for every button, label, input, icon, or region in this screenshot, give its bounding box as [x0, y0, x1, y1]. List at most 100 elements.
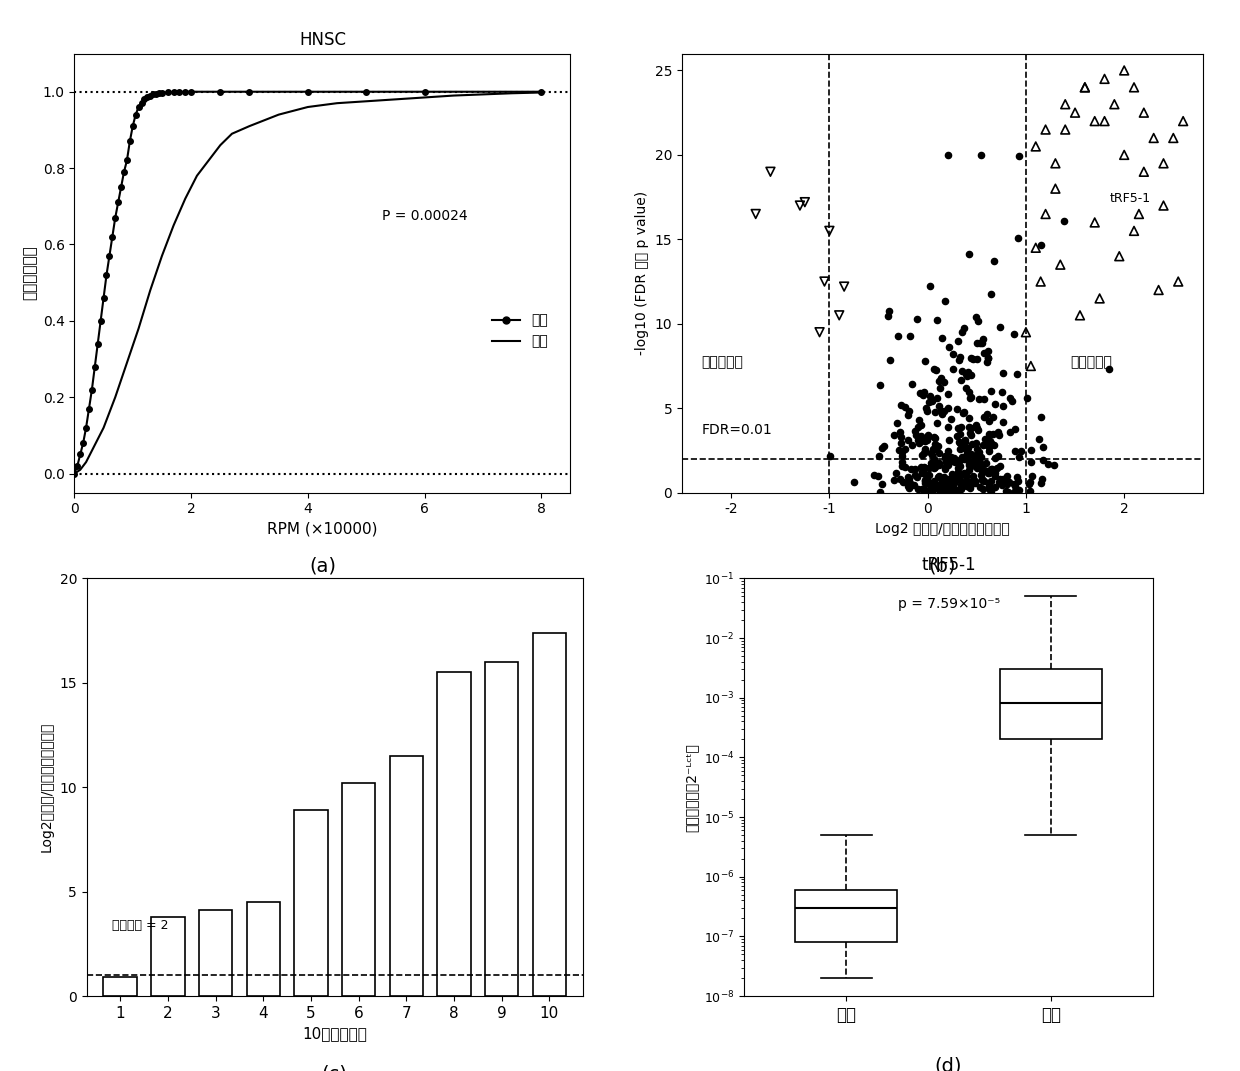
Point [939, 399, 959, 417]
Point [930, 379, 950, 396]
Point [926, 362, 946, 379]
Point [982, 461, 1002, 478]
Point [914, 386, 934, 403]
Point [980, 425, 999, 442]
Point [909, 434, 929, 451]
Point [1004, 483, 1024, 500]
Point [868, 467, 888, 484]
Point [899, 479, 919, 496]
Point [926, 414, 946, 432]
Point [988, 448, 1008, 465]
Point [795, 194, 815, 211]
Point [1070, 306, 1090, 323]
Point [913, 464, 932, 481]
Point [892, 428, 911, 446]
Point [976, 431, 996, 448]
Point [939, 432, 959, 449]
Point [959, 245, 978, 262]
Point [977, 463, 997, 480]
Text: 肿瘤中上升: 肿瘤中上升 [1070, 355, 1112, 369]
Point [957, 477, 977, 494]
Point [950, 452, 970, 469]
Point [961, 476, 981, 493]
Point [920, 444, 940, 462]
X-axis label: 10个成对样本: 10个成对样本 [303, 1026, 367, 1041]
Point [1022, 441, 1042, 458]
Point [900, 328, 920, 345]
Point [972, 471, 992, 488]
Point [951, 371, 971, 388]
Point [898, 432, 918, 449]
Point [879, 302, 899, 319]
Point [880, 351, 900, 368]
Point [971, 334, 991, 351]
Point [936, 453, 956, 470]
Point [949, 351, 968, 368]
Point [929, 480, 949, 497]
Point [878, 307, 898, 325]
Point [955, 433, 975, 450]
Point [1055, 121, 1075, 138]
Point [1033, 438, 1053, 455]
Point [945, 453, 965, 470]
Legend: 正常, 肿瘤: 正常, 肿瘤 [487, 308, 553, 355]
Point [1032, 470, 1052, 487]
Point [919, 483, 939, 500]
Point [893, 473, 913, 491]
Point [898, 407, 918, 424]
Point [949, 420, 968, 437]
Point [916, 403, 936, 420]
Point [973, 456, 993, 473]
Bar [198, 910, 232, 996]
Point [918, 432, 937, 449]
Point [951, 481, 971, 498]
Text: p = 7.59×10⁻⁵: p = 7.59×10⁻⁵ [898, 597, 999, 610]
Point [957, 472, 977, 489]
Point [949, 464, 968, 481]
Point [1075, 79, 1095, 96]
Point [960, 419, 980, 436]
Point [941, 449, 961, 466]
Point [939, 338, 959, 356]
Point [957, 449, 977, 466]
Point [1045, 155, 1065, 172]
Point [1128, 206, 1148, 223]
Point [972, 462, 992, 479]
Point [970, 479, 990, 496]
Point [967, 452, 987, 469]
Point [906, 311, 926, 328]
Point [1030, 273, 1050, 290]
Point [931, 472, 951, 489]
Point [870, 376, 890, 393]
Point [1007, 468, 1027, 485]
Point [929, 454, 949, 471]
Point [937, 457, 957, 474]
Point [1006, 442, 1025, 459]
Point [981, 434, 1001, 451]
Point [899, 402, 919, 419]
Point [911, 417, 931, 434]
Text: (a): (a) [309, 557, 336, 576]
Point [1075, 79, 1095, 96]
Point [956, 476, 976, 493]
Point [952, 449, 972, 466]
Point [967, 334, 987, 351]
Point [956, 379, 976, 396]
Point [961, 419, 981, 436]
Point [946, 482, 966, 499]
Point [884, 426, 904, 443]
Point [915, 352, 935, 369]
Bar [485, 662, 518, 996]
Point [1025, 239, 1045, 256]
Point [1045, 180, 1065, 197]
Point [978, 431, 998, 448]
Point [956, 466, 976, 483]
Point [924, 360, 944, 377]
Point [915, 440, 935, 457]
Point [892, 443, 911, 461]
Point [981, 286, 1001, 303]
Point [911, 433, 931, 450]
Point [986, 396, 1006, 413]
Point [960, 479, 980, 496]
Point [892, 448, 911, 465]
